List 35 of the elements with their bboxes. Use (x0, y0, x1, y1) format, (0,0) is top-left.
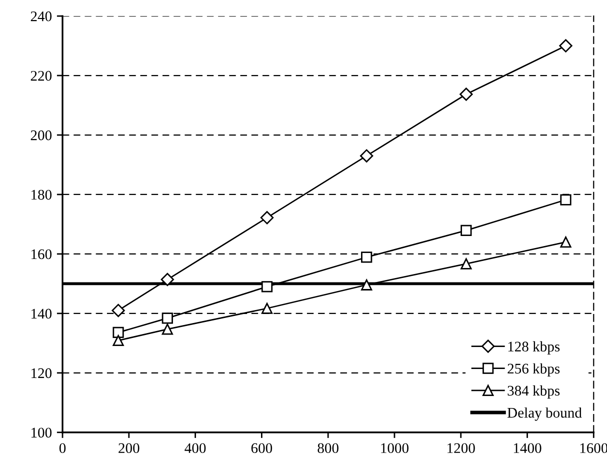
legend-label: 128 kbps (508, 341, 560, 354)
y-tick-label: 240 (30, 11, 52, 22)
x-tick-label: 1000 (381, 443, 408, 454)
point (560, 194, 572, 206)
x-tick-label: 400 (184, 443, 206, 454)
x-tick-label: 800 (318, 443, 338, 454)
y-tick-label: 120 (32, 368, 52, 378)
y-tick-label: 180 (32, 190, 52, 200)
legend-label: 384 kbps (508, 385, 560, 399)
y-tick-label: 220 (30, 70, 52, 81)
point (260, 211, 274, 224)
x-tick-label: 1200 (448, 443, 475, 454)
point (112, 304, 125, 318)
legend-label: Delay bound (507, 407, 582, 421)
y-tick-label: 100 (32, 428, 52, 438)
legend-label: 256 kbps (508, 363, 560, 377)
x-tick-label: 200 (118, 443, 140, 454)
point (360, 149, 374, 162)
x-tick-label: 600 (251, 443, 272, 454)
x-tick-label: 1400 (514, 443, 542, 454)
point (460, 258, 472, 270)
point (460, 88, 473, 101)
y-tick-label: 140 (32, 308, 52, 319)
point (361, 252, 372, 263)
y-tick-label: 160 (32, 249, 52, 260)
point (560, 236, 572, 248)
point (460, 224, 472, 236)
point (112, 326, 124, 338)
point (162, 324, 173, 335)
point (261, 281, 273, 292)
point (160, 272, 174, 286)
point (559, 39, 572, 52)
y-tick-label: 200 (30, 130, 52, 140)
point (162, 312, 173, 324)
x-tick-label: 0 (59, 443, 66, 454)
